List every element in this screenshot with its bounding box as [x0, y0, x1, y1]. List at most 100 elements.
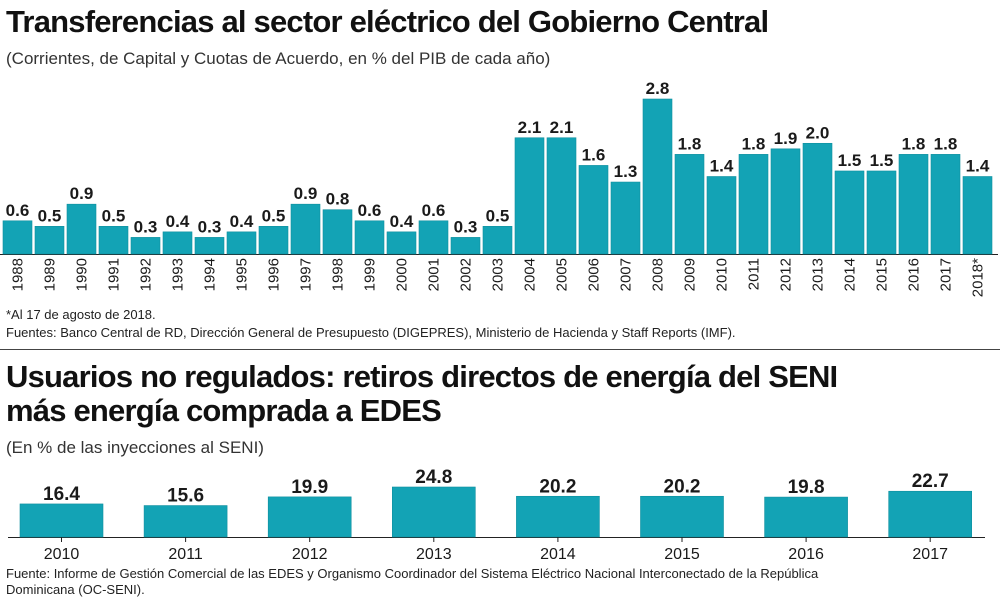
chart1-year-label: 2011 — [746, 258, 763, 290]
chart1-value-label: 2.1 — [550, 118, 574, 137]
chart1-value-label: 0.4 — [166, 212, 190, 231]
chart2-value-label: 16.4 — [43, 484, 80, 505]
chart1-year-label: 2007 — [618, 258, 635, 291]
chart1-year-label: 1997 — [298, 258, 315, 291]
chart1-bar-2008 — [642, 98, 673, 255]
chart1-year-label: 1990 — [74, 258, 91, 291]
chart1-bar-1996 — [258, 226, 289, 255]
chart2-year-label: 2016 — [788, 546, 824, 563]
chart2-bar-2013 — [391, 486, 476, 538]
chart1-year-label: 2012 — [778, 258, 795, 291]
chart1-value-label: 1.3 — [614, 162, 638, 181]
chart1-value-label: 0.9 — [70, 184, 94, 203]
chart1-bar-2009 — [674, 154, 705, 255]
chart1-bar-1989 — [34, 226, 65, 255]
chart1-bar-1998 — [322, 209, 353, 255]
chart1-bar-1994 — [194, 237, 225, 255]
chart1-bar-2018 — [962, 176, 993, 255]
chart2-value-label: 22.7 — [912, 471, 949, 492]
chart1-value-label: 1.8 — [902, 134, 926, 153]
chart1-year-label: 2015 — [874, 258, 891, 291]
chart1-year-label: 2010 — [714, 258, 731, 291]
chart1-value-label: 0.3 — [198, 217, 222, 236]
chart1-year-label: 2017 — [938, 258, 955, 291]
chart2-bar-2011 — [143, 505, 228, 538]
chart1-bar-2017 — [930, 154, 961, 255]
chart1-value-label: 1.4 — [710, 157, 734, 176]
chart1-bar-1995 — [226, 231, 257, 255]
chart2-year-label: 2017 — [912, 546, 948, 563]
chart2-title-line2: más energía comprada a EDES — [6, 393, 442, 428]
chart1-bar-2010 — [706, 176, 737, 255]
chart1-year-label: 2006 — [586, 258, 603, 291]
chart1-value-label: 0.8 — [326, 190, 350, 209]
chart1-value-label: 0.5 — [262, 206, 286, 225]
chart1-value-label: 0.4 — [230, 212, 254, 231]
chart1-year-label: 2005 — [554, 258, 571, 291]
chart1-year-label: 1993 — [170, 258, 187, 291]
chart1-footnote: *Al 17 de agosto de 2018. — [6, 307, 156, 322]
chart1-bar-2000 — [386, 231, 417, 255]
chart2-bar-2010 — [19, 503, 104, 538]
chart1-value-label: 0.6 — [6, 201, 30, 220]
chart1-year-label: 1999 — [362, 258, 379, 291]
chart1-value-label: 1.8 — [678, 134, 702, 153]
chart1-bar-1991 — [98, 226, 129, 255]
chart1-value-label: 0.5 — [38, 206, 62, 225]
chart1-year-label: 1994 — [202, 258, 219, 291]
chart1-value-label: 2.8 — [646, 79, 670, 98]
chart2-year-label: 2014 — [540, 546, 576, 563]
chart2-value-label: 19.9 — [291, 477, 328, 498]
chart1-bar-1997 — [290, 203, 321, 255]
chart1-value-label: 0.6 — [422, 201, 446, 220]
chart2-source-line2: Dominicana (OC-SENI). — [6, 582, 145, 597]
chart1-value-label: 1.9 — [774, 129, 798, 148]
chart2-value-label: 24.8 — [415, 467, 452, 488]
chart1-value-label: 0.5 — [102, 206, 126, 225]
chart1-bar-2011 — [738, 154, 769, 255]
chart1-bar-2004 — [514, 137, 545, 255]
chart2-plot: 16.4 2010 15.6 2011 19.9 2012 24.8 2013 20.2 2014… — [8, 467, 985, 563]
chart1-year-label: 2009 — [682, 258, 699, 291]
chart1-value-label: 1.5 — [870, 151, 894, 170]
chart2-title-line1: Usuarios no regulados: retiros directos … — [6, 359, 838, 394]
chart1-year-label: 2004 — [522, 258, 539, 291]
chart2-source-line1: Fuente: Informe de Gestión Comercial de … — [6, 566, 819, 581]
chart1-bar-2006 — [578, 165, 609, 255]
chart1-year-label: 1996 — [266, 258, 283, 291]
chart2-bar-2017 — [888, 490, 973, 538]
chart2-bar-2014 — [516, 495, 600, 538]
chart1-bar-2003 — [482, 226, 513, 255]
chart1-bar-2001 — [418, 220, 449, 255]
chart2-bar-2012 — [267, 496, 352, 538]
chart1-value-label: 0.9 — [294, 184, 318, 203]
chart1-plot: 0.6 1988 0.5 1989 0.9 1990 0.5 1991 0.3 1992 0.4 19… — [0, 79, 998, 297]
chart1-bar-1993 — [162, 231, 193, 255]
chart1-value-label: 1.5 — [838, 151, 862, 170]
chart2-year-label: 2013 — [416, 546, 452, 563]
chart1-bar-1999 — [354, 220, 385, 255]
chart1-value-label: 0.4 — [390, 212, 414, 231]
chart2-bar-2016 — [764, 496, 848, 538]
chart1-year-label: 1988 — [10, 258, 27, 291]
chart1-year-label: 2002 — [458, 258, 475, 291]
chart1-year-label: 1989 — [42, 258, 59, 291]
chart1-bar-2012 — [770, 148, 801, 255]
chart1-bar-1988 — [2, 220, 33, 255]
chart2-year-label: 2011 — [168, 546, 203, 563]
chart1-bar-2014 — [834, 170, 865, 255]
chart1-subtitle: (Corrientes, de Capital y Cuotas de Acue… — [6, 49, 551, 68]
chart1-value-label: 0.3 — [134, 217, 158, 236]
chart2-value-label: 20.2 — [664, 476, 701, 497]
chart1-value-label: 0.3 — [454, 217, 478, 236]
chart1-year-label: 2001 — [426, 258, 443, 291]
chart1-year-label: 2003 — [490, 258, 507, 291]
chart1-bar-2013 — [802, 142, 833, 255]
chart1-year-label: 2016 — [906, 258, 923, 291]
section-divider — [0, 349, 1000, 350]
chart1-year-label: 2000 — [394, 258, 411, 291]
chart1-value-label: 1.4 — [966, 157, 990, 176]
chart1-bar-2016 — [898, 154, 929, 255]
chart1-bar-2002 — [450, 237, 481, 255]
chart1-value-label: 0.6 — [358, 201, 382, 220]
